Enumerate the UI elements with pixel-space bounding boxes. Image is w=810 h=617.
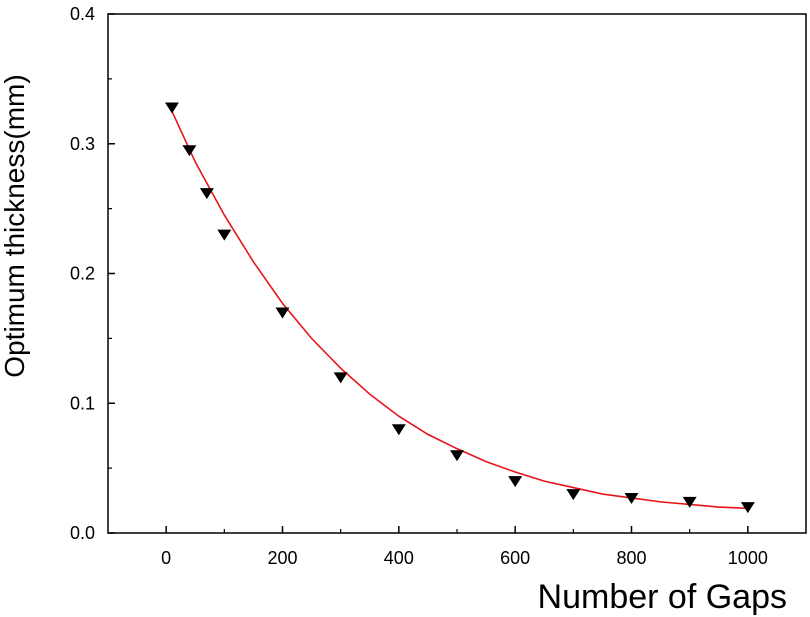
data-point-marker	[333, 372, 348, 384]
data-point-marker	[624, 493, 639, 505]
x-axis-tick-labels: 0 200 400 600 800 1000	[161, 548, 768, 568]
data-point-marker	[566, 489, 581, 501]
y-tick-label: 0.0	[70, 523, 95, 543]
data-point-marker	[275, 307, 290, 319]
data-point-marker	[199, 188, 214, 200]
y-tick-label: 0.1	[70, 393, 95, 413]
x-tick-label: 200	[267, 548, 297, 568]
x-tick-label: 400	[384, 548, 414, 568]
y-axis-title: Optimum thickness(mm)	[0, 74, 30, 377]
y-axis-tick-labels: 0.0 0.1 0.2 0.3 0.4	[70, 4, 95, 543]
data-point-marker	[508, 476, 523, 488]
data-point-marker	[164, 102, 179, 114]
data-point-marker	[682, 496, 697, 508]
x-axis-title: Number of Gaps	[538, 578, 787, 616]
data-point-marker	[182, 145, 197, 157]
data-point-marker	[450, 450, 464, 462]
data-point-marker	[740, 502, 755, 514]
x-tick-label: 600	[500, 548, 530, 568]
fit-line-series	[171, 110, 748, 510]
x-tick-label: 800	[616, 548, 646, 568]
y-tick-label: 0.3	[70, 134, 95, 154]
data-point-marker	[217, 229, 232, 241]
y-tick-label: 0.4	[70, 4, 95, 24]
y-axis-ticks	[108, 13, 115, 534]
data-point-marker	[391, 424, 406, 436]
y-tick-label: 0.2	[70, 264, 95, 284]
x-tick-label: 1000	[728, 548, 768, 568]
data-point-markers	[164, 102, 755, 514]
x-tick-label: 0	[161, 548, 171, 568]
x-axis-ticks	[165, 526, 749, 533]
